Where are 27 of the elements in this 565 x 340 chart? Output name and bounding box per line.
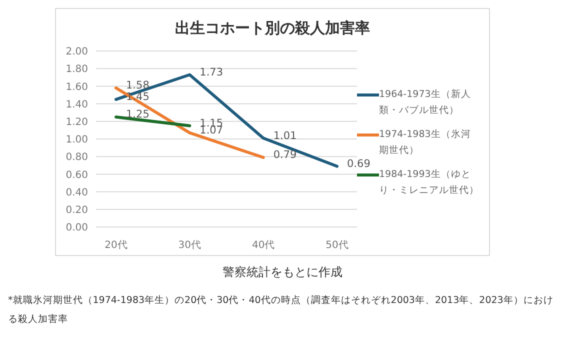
text: 0.40 xyxy=(66,187,88,198)
text: 2.00 xyxy=(66,46,88,58)
x-tick-label: 30代 xyxy=(178,240,202,252)
x-tick-label: 50代 xyxy=(326,240,348,252)
x-tick-label: 20代 xyxy=(104,240,128,252)
text: 1.20 xyxy=(66,116,88,128)
text: 0.80 xyxy=(66,152,88,164)
text: 0.00 xyxy=(66,222,88,234)
data-label: 1.73 xyxy=(200,66,224,78)
text: *就職氷河期世代（1974-1983年生）の20代・30代・40代の時点（調査年はそれぞれ2003年、2013年、2023年）における殺人加害率 xyxy=(8,294,554,327)
text: 1.00 xyxy=(66,134,88,146)
text: 0.60 xyxy=(66,170,88,181)
data-label: 1.58 xyxy=(126,80,150,92)
legend-label: 1974-1983生（氷河期世代） xyxy=(379,128,472,158)
data-label: 1.25 xyxy=(126,108,150,121)
text: 1.80 xyxy=(66,64,88,76)
legend-label: 1984-1993生（ゆとり・ミレニアル世代） xyxy=(379,168,479,198)
x-tick-label: 40代 xyxy=(252,240,275,252)
data-label: 0.69 xyxy=(347,158,370,170)
chart-title: 出生コホート別の殺人加害率 xyxy=(174,19,371,39)
text: 警察統計をもとに作成 xyxy=(222,264,344,281)
data-label: 1.01 xyxy=(273,130,297,142)
data-label: 0.79 xyxy=(273,149,297,162)
text: 0.20 xyxy=(66,204,88,216)
text: 1.60 xyxy=(66,82,88,93)
text: 1.40 xyxy=(66,99,88,110)
legend-label: 1964-1973生（新人類・バブル世代） xyxy=(379,88,472,118)
